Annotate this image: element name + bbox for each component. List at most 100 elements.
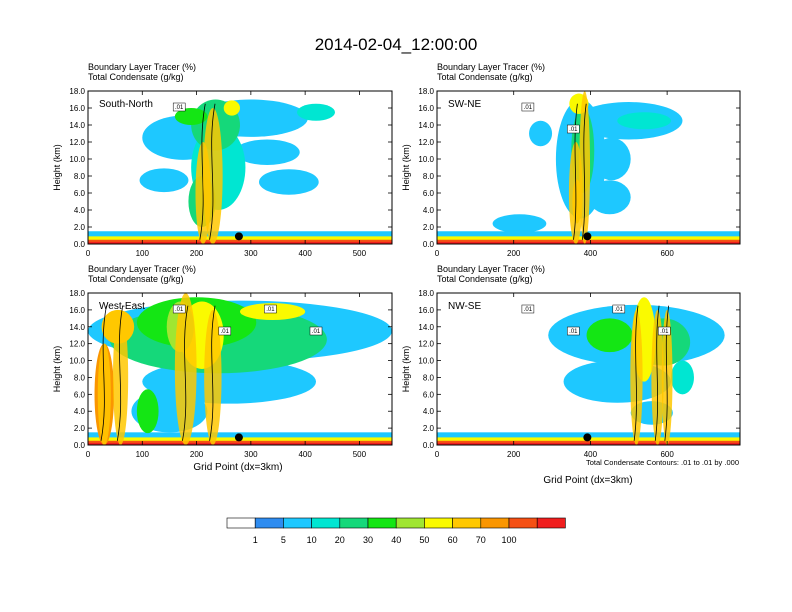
panel-nw-se: .01 .01 .01 .01 0.0 2.0 4.0 6.0 8.0 10.0 12.0 14.0 1…	[401, 264, 741, 459]
surface-band	[88, 241, 392, 244]
y-tick-label: 0.0	[74, 240, 86, 249]
y-tick-label: 12.0	[418, 340, 434, 349]
panel-label-condensate: Total Condensate (g/kg)	[88, 72, 184, 82]
plot-frame	[87, 90, 393, 245]
panel-west-east: .01 .01 .01 .01 0.0 2.0 4.0 6.0 8.0 10.0 12.0 14.0 1…	[52, 264, 393, 459]
y-tick-label: 14.0	[418, 323, 434, 332]
tracer-region	[174, 108, 208, 125]
contour-label: .01	[569, 329, 578, 335]
y-tick-label: 4.0	[74, 206, 86, 215]
panel-name: SW-NE	[448, 99, 481, 110]
y-tick-label: 0.0	[74, 441, 86, 450]
contour-label: .01	[615, 307, 624, 313]
x-tick-label: 200	[190, 249, 204, 258]
y-tick-label: 2.0	[423, 424, 435, 433]
contour-label-box	[658, 326, 671, 336]
y-tick-label: 6.0	[423, 390, 435, 399]
y-tick-label: 10.0	[69, 357, 85, 366]
condensate-contour	[573, 103, 578, 240]
condensate-contour	[654, 305, 660, 441]
y-tick-label: 10.0	[69, 155, 85, 164]
contour-label-box	[521, 304, 535, 314]
contour-label-box	[309, 326, 323, 336]
y-tick-label: 8.0	[423, 172, 435, 181]
y-tick-label: 14.0	[69, 121, 85, 130]
y-axis-label: Height (km)	[52, 144, 62, 191]
y-tick-label: 18.0	[418, 87, 434, 96]
x-tick-label: 600	[660, 249, 674, 258]
colorbar-label: 60	[448, 535, 458, 545]
contour-label: .01	[175, 105, 184, 111]
y-tick-label: 16.0	[418, 306, 434, 315]
colorbar-label: 30	[363, 535, 373, 545]
tracer-region	[617, 112, 671, 130]
tracer-region	[592, 137, 631, 181]
tracer-region	[234, 139, 300, 165]
condensate-contour	[664, 305, 670, 441]
colorbar-label: 50	[419, 535, 429, 545]
tracer-region	[586, 318, 633, 353]
colorbar-swatch	[339, 517, 369, 529]
panel-name: West-East	[99, 301, 145, 312]
y-tick-label: 0.0	[423, 441, 435, 450]
contour-label-box	[218, 326, 232, 336]
panel-label-tracer: Boundary Layer Tracer (%)	[437, 264, 545, 274]
panel-label-condensate: Total Condensate (g/kg)	[88, 274, 184, 284]
y-tick-label: 2.0	[74, 223, 86, 232]
plot-frame	[87, 292, 393, 446]
colorbar-swatch	[367, 517, 397, 529]
x-tick-label: 0	[86, 249, 91, 258]
contour-label-box	[264, 304, 277, 314]
colorbar-swatch	[395, 517, 425, 529]
y-axis-label: Height (km)	[401, 346, 411, 393]
plot-area	[88, 293, 392, 445]
y-tick-label: 4.0	[423, 206, 435, 215]
panel-label-tracer: Boundary Layer Tracer (%)	[437, 62, 545, 72]
colorbar-swatch	[508, 517, 538, 529]
tracer-region	[136, 389, 159, 434]
y-tick-label: 18.0	[69, 87, 85, 96]
contour-label-box	[521, 102, 535, 112]
contour-label: .01	[312, 329, 321, 335]
x-tick-label: 400	[298, 450, 312, 459]
y-tick-label: 10.0	[418, 155, 434, 164]
x-tick-label: 300	[244, 249, 258, 258]
colorbar: 1 5 10 20 30 40 50 60 70 100	[226, 517, 566, 545]
panel-label-tracer: Boundary Layer Tracer (%)	[88, 62, 196, 72]
colorbar-label: 70	[476, 535, 486, 545]
x-tick-label: 500	[353, 249, 367, 258]
location-marker	[234, 433, 243, 442]
x-tick-label: 200	[507, 450, 521, 459]
y-tick-label: 12.0	[418, 138, 434, 147]
y-tick-label: 4.0	[423, 407, 435, 416]
y-axis-label: Height (km)	[401, 144, 411, 191]
tracer-region	[139, 168, 189, 193]
x-tick-label: 400	[298, 249, 312, 258]
panel-south-north: .01 0.0 2.0 4.0 6.0 8.0 10.0 12.0 14.0 16.0 18.0 0 1…	[52, 62, 393, 258]
tracer-region	[529, 120, 553, 147]
location-marker	[583, 433, 592, 442]
x-axis-label-right: Grid Point (dx=3km)	[543, 475, 632, 486]
y-tick-label: 10.0	[418, 357, 434, 366]
contour-label: .01	[266, 307, 275, 313]
tracer-region	[492, 214, 547, 233]
y-tick-label: 6.0	[423, 189, 435, 198]
y-tick-label: 8.0	[423, 373, 435, 382]
plot-frame	[436, 90, 741, 245]
colorbar-label: 10	[307, 535, 317, 545]
y-tick-label: 14.0	[69, 323, 85, 332]
y-tick-label: 12.0	[69, 340, 85, 349]
y-tick-label: 4.0	[74, 407, 86, 416]
colorbar-swatch	[480, 517, 510, 529]
condensate-contour	[633, 305, 639, 441]
surface-band	[437, 241, 740, 244]
contour-label: .01	[524, 105, 533, 111]
tracer-region	[588, 180, 631, 215]
location-marker	[583, 232, 592, 241]
colorbar-label: 5	[281, 535, 286, 545]
panel-label-condensate: Total Condensate (g/kg)	[437, 72, 533, 82]
y-tick-label: 2.0	[423, 223, 435, 232]
panel-name: South-North	[99, 99, 153, 110]
plot-area	[88, 99, 392, 244]
